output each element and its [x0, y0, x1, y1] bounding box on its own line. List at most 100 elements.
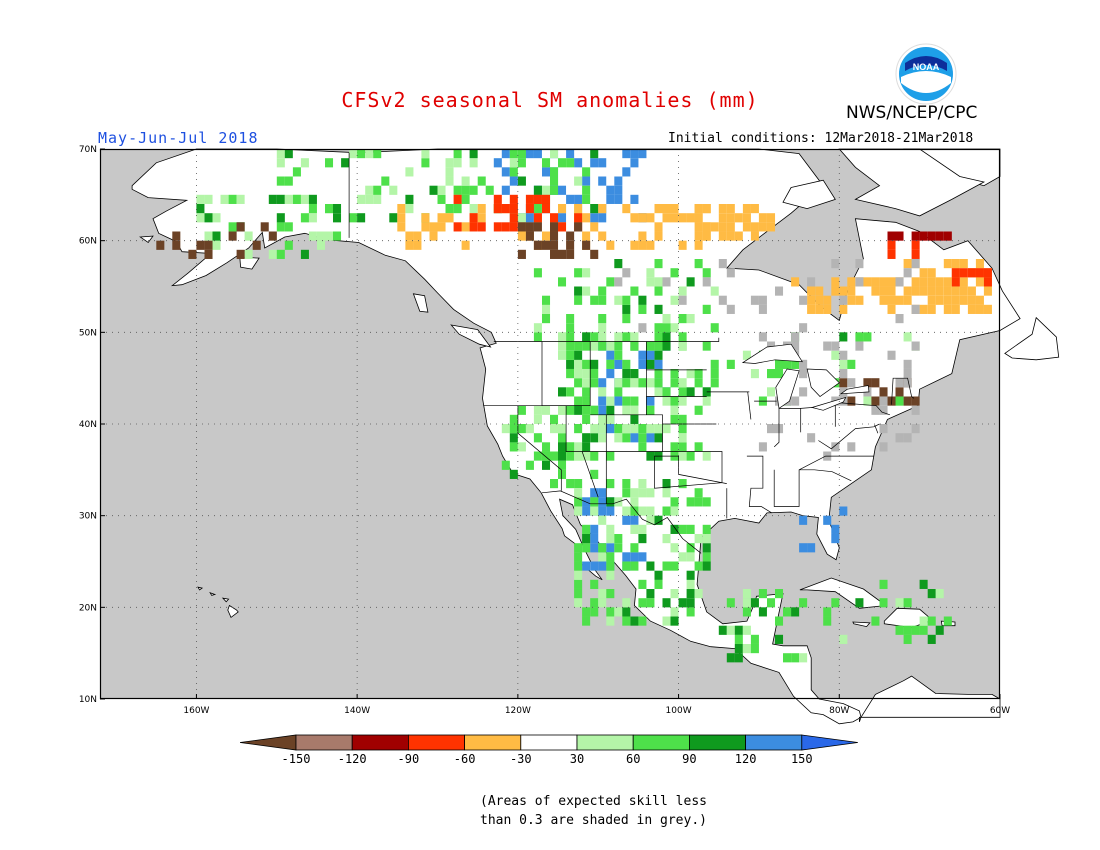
- anomaly-cell: [710, 286, 719, 296]
- anomaly-cell: [718, 231, 727, 241]
- anomaly-cell: [606, 589, 615, 599]
- anomaly-cell: [959, 286, 968, 296]
- anomaly-cell: [574, 479, 583, 489]
- anomaly-cell: [879, 424, 888, 434]
- anomaly-cell: [630, 240, 639, 250]
- anomaly-cell: [509, 424, 518, 434]
- anomaly-cell: [574, 570, 583, 580]
- anomaly-cell: [606, 405, 615, 415]
- anomaly-cell: [606, 369, 615, 379]
- anomaly-cell: [317, 231, 326, 241]
- anomaly-cell: [582, 167, 591, 177]
- anomaly-cell: [582, 414, 591, 424]
- anomaly-cell: [244, 231, 253, 241]
- anomaly-cell: [871, 277, 880, 287]
- legend-label: -30: [510, 752, 532, 766]
- anomaly-cell: [775, 286, 784, 296]
- anomaly-cell: [308, 194, 317, 204]
- anomaly-cell: [983, 304, 992, 314]
- anomaly-cell: [582, 240, 591, 250]
- legend-label: -120: [338, 752, 367, 766]
- anomaly-cell: [943, 259, 952, 269]
- anomaly-cell: [694, 213, 703, 223]
- anomaly-cell: [542, 295, 551, 305]
- anomaly-cell: [533, 240, 542, 250]
- anomaly-cell: [662, 534, 671, 544]
- anomaly-cell: [590, 378, 599, 388]
- anomaly-cell: [726, 268, 735, 278]
- anomaly-cell: [758, 222, 767, 232]
- anomaly-cell: [614, 341, 623, 351]
- anomaly-cell: [614, 534, 623, 544]
- anomaly-cell: [405, 204, 414, 214]
- anomaly-cell: [815, 304, 824, 314]
- anomaly-cell: [558, 350, 567, 360]
- anomaly-cell: [662, 332, 671, 342]
- anomaly-cell: [276, 149, 285, 159]
- anomaly-cell: [558, 424, 567, 434]
- anomaly-cell: [638, 323, 647, 333]
- anomaly-cell: [212, 240, 221, 250]
- anomaly-cell: [550, 231, 559, 241]
- anomaly-cell: [622, 488, 631, 498]
- anomaly-cell: [831, 277, 840, 287]
- anomaly-cell: [558, 387, 567, 397]
- anomaly-cell: [590, 598, 599, 608]
- anomaly-cell: [566, 451, 575, 461]
- anomaly-cell: [831, 350, 840, 360]
- anomaly-cell: [333, 213, 342, 223]
- anomaly-cell: [196, 194, 205, 204]
- anomaly-cell: [702, 497, 711, 507]
- anomaly-cell: [831, 534, 840, 544]
- anomaly-cell: [975, 304, 984, 314]
- anomaly-cell: [678, 479, 687, 489]
- anomaly-cell: [590, 332, 599, 342]
- latitude-tick-label: 70N: [79, 145, 97, 155]
- anomaly-cell: [927, 634, 936, 644]
- anomaly-cell: [895, 433, 904, 443]
- anomaly-cell: [638, 616, 647, 626]
- anomaly-cell: [911, 304, 920, 314]
- anomaly-cell: [638, 488, 647, 498]
- anomaly-cell: [598, 378, 607, 388]
- anomaly-cell: [614, 396, 623, 406]
- anomaly-cell: [783, 607, 792, 617]
- anomaly-cell: [550, 424, 559, 434]
- anomaly-cell: [630, 341, 639, 351]
- anomaly-cell: [646, 277, 655, 287]
- anomaly-cell: [863, 332, 872, 342]
- anomaly-cell: [574, 497, 583, 507]
- anomaly-cell: [630, 194, 639, 204]
- anomaly-cell: [702, 277, 711, 287]
- anomaly-cell: [469, 213, 478, 223]
- anomaly-cell: [517, 176, 526, 186]
- anomaly-cell: [670, 442, 679, 452]
- anomaly-cell: [509, 194, 518, 204]
- anomaly-cell: [646, 424, 655, 434]
- anomaly-cell: [670, 405, 679, 415]
- anomaly-cell: [767, 369, 776, 379]
- anomaly-cell: [919, 231, 928, 241]
- anomaly-cell: [429, 185, 438, 195]
- anomaly-cell: [654, 277, 663, 287]
- anomaly-cell: [606, 534, 615, 544]
- anomaly-cell: [582, 378, 591, 388]
- anomaly-cell: [558, 469, 567, 479]
- anomaly-cell: [710, 359, 719, 369]
- anomaly-cell: [839, 286, 848, 296]
- anomaly-cell: [622, 424, 631, 434]
- anomaly-cell: [284, 222, 293, 232]
- anomaly-cell: [758, 442, 767, 452]
- anomaly-cell: [975, 268, 984, 278]
- boundary-line: [773, 408, 780, 448]
- anomaly-cell: [638, 433, 647, 443]
- anomaly-cell: [823, 616, 832, 626]
- anomaly-cell: [517, 158, 526, 168]
- longitude-tick-label: 140W: [344, 706, 370, 716]
- anomaly-cell: [590, 369, 599, 379]
- anomaly-cell: [501, 149, 510, 159]
- anomaly-cell: [670, 414, 679, 424]
- anomaly-cell: [533, 185, 542, 195]
- anomaly-cell: [550, 167, 559, 177]
- anomaly-cell: [638, 524, 647, 534]
